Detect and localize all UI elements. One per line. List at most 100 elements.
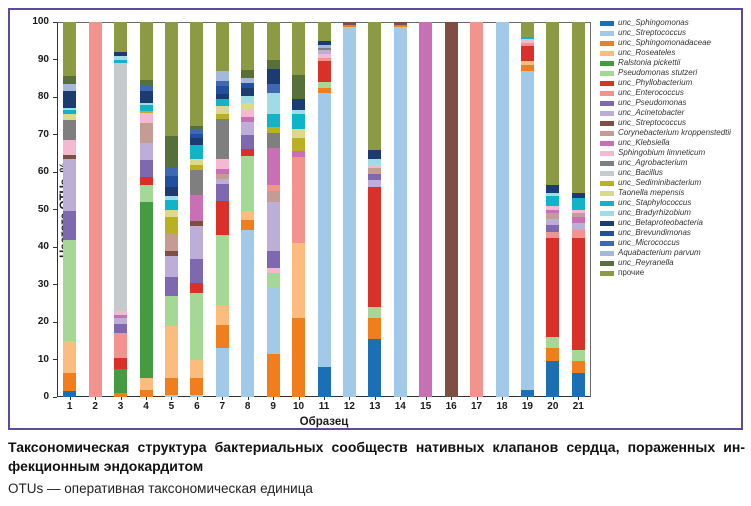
legend-swatch [600,250,614,256]
legend-swatch [600,180,614,186]
bar-segment-Ralstonia pickettii [114,368,128,394]
bar-segment-unc_Enterococcus [470,22,484,397]
bar-segment-unc_Brevundimonas [190,134,204,138]
bar-segment-unc_Staphylococcus [266,113,280,127]
bar-segment-unc_Phyllobacterium [546,237,560,337]
bar-segment-unc_Staphylococcus [571,198,585,210]
bar-segment-Taonella mepensis [215,105,229,115]
bar-segment-прочие [164,22,178,137]
y-tick-label: 30 [37,278,49,290]
bar-segment-прочие [266,22,280,60]
y-tick-mark [53,134,57,135]
legend-item: unc_Roseateles [600,48,740,58]
bar-segment-unc_Sphingomonadaceae [241,219,255,230]
legend-label: unc_Micrococcus [618,238,680,247]
bar-segment-unc_Betaproteobacteria [571,192,585,199]
legend-label: unc_Streptococcus [618,118,687,127]
bar-segment-unc_Sphingomonadaceae [317,87,331,94]
legend-item: unc_Acinetobacter [600,108,740,118]
y-tick-label: 20 [37,316,49,327]
legend-swatch [600,220,614,226]
bar-sample-7 [215,22,229,397]
bar-segment-unc_Sphingomonadaceae [114,393,128,397]
bar-segment-unc_Bradyrhizobium [164,196,178,201]
x-tick-label: 6 [194,401,200,412]
bar-segment-unc_Sphingomonas [368,338,382,397]
x-tick-label: 1 [66,401,73,412]
legend-swatch [600,40,614,46]
x-tick-mark [425,397,427,400]
x-tick-mark [527,397,529,400]
legend-label: unc_Pseudomonas [618,98,687,107]
y-tick-label: 0 [43,391,49,402]
bar-segment-unc_Streptococcus [317,93,331,367]
bar-sample-18 [495,22,509,397]
bar-segment-unc_Staphylococcus [546,196,560,206]
bar-segment-unc_Bacillus [114,63,128,311]
bar-segment-прочие [114,22,128,52]
legend-label: unc_Phyllobacterium [618,78,693,87]
bar-segment-unc_Sphingomonadaceae [571,361,585,373]
bar-segment-unc_Acinetobacter [63,158,77,212]
bar-segment-Sphingobium limneticum [571,209,585,214]
bar-segment-unc_Acinetobacter [241,121,255,136]
legend-label: Taonella mepensis [618,188,685,197]
bar-sample-10 [292,22,306,397]
legend-item: unc_Streptococcus [600,118,740,128]
legend-label: unc_Agrobacterium [618,158,688,167]
figure-panel: Частота OTUs, % Образец 0102030405060708… [8,8,743,430]
bar-segment-unc_Betaproteobacteria [139,91,153,103]
bar-segment-Taonella mepensis [241,102,255,111]
legend-item: прочие [600,268,740,278]
bar-segment-unc_Bradyrhizobium [546,192,560,197]
bar-segment-unc_Phyllobacterium [571,237,585,351]
legend-label: unc_Acinetobacter [618,108,685,117]
bar-segment-unc_Reyranella [292,74,306,99]
bar-segment-Sphingobium limneticum [241,110,255,117]
y-tick-mark [53,209,57,210]
bar-segment-Sphingobium limneticum [266,267,280,274]
bar-sample-20 [546,22,560,397]
bar-segment-unc_Sphingomonas [546,361,560,397]
bar-segment-Sphingobium limneticum [520,38,534,43]
bar-segment-unc_Phyllobacterium [190,282,204,293]
legend-label: unc_Streptococcus [618,28,687,37]
legend-label: unc_Bacillus [618,168,663,177]
bar-segment-unc_Sphingomonadaceae [520,65,534,71]
x-tick-mark [146,397,147,400]
y-tick-label: 80 [37,91,49,102]
y-tick-label: 70 [37,128,49,140]
x-tick-mark [196,397,198,400]
bar-segment-unc_Betaproteobacteria [63,91,77,108]
bar-segment-Ralstonia pickettii [139,202,153,379]
legend-item: unc_Sphingomonas [600,18,740,28]
legend-item: Sphingobium limneticum [600,148,740,158]
bar-segment-прочие [546,22,560,186]
x-tick-mark [95,397,97,400]
bar-segment-unc_Sediminibacterium [266,127,280,133]
bar-segment-unc_Acinetobacter [164,256,178,277]
bar-segment-Pseudomonas stutzeri [546,337,560,349]
legend-item: unc_Betaproteobacteria [600,218,740,228]
bar-segment-Pseudomonas stutzeri [571,350,585,362]
bar-segment-Aquabacterium parvum [63,83,77,92]
bar-segment-unc_Bradyrhizobium [114,55,128,60]
legend-swatch [600,240,614,246]
bar-segment-unc_Streptococcus [393,26,407,397]
x-tick-label: 18 [496,401,508,412]
bar-segment-unc_Staphylococcus [63,110,77,114]
legend-swatch [600,60,614,66]
bar-segment-unc_Streptococcus [393,22,407,25]
x-tick-mark [374,397,376,400]
bar-segment-unc_Sphingomonadaceae [342,24,356,27]
bar-segment-unc_Brevundimonas [241,83,255,89]
bar-segment-unc_Streptococcus [266,288,280,354]
bar-segment-unc_Betaproteobacteria [292,98,306,111]
bar-sample-15 [419,22,433,397]
bar-segment-unc_Streptococcus [215,348,229,397]
bar-segment-прочие [317,22,331,41]
y-tick-mark [53,359,57,360]
bar-segment-прочие [292,22,306,75]
y-tick-mark [53,246,57,248]
legend-swatch [600,50,614,56]
